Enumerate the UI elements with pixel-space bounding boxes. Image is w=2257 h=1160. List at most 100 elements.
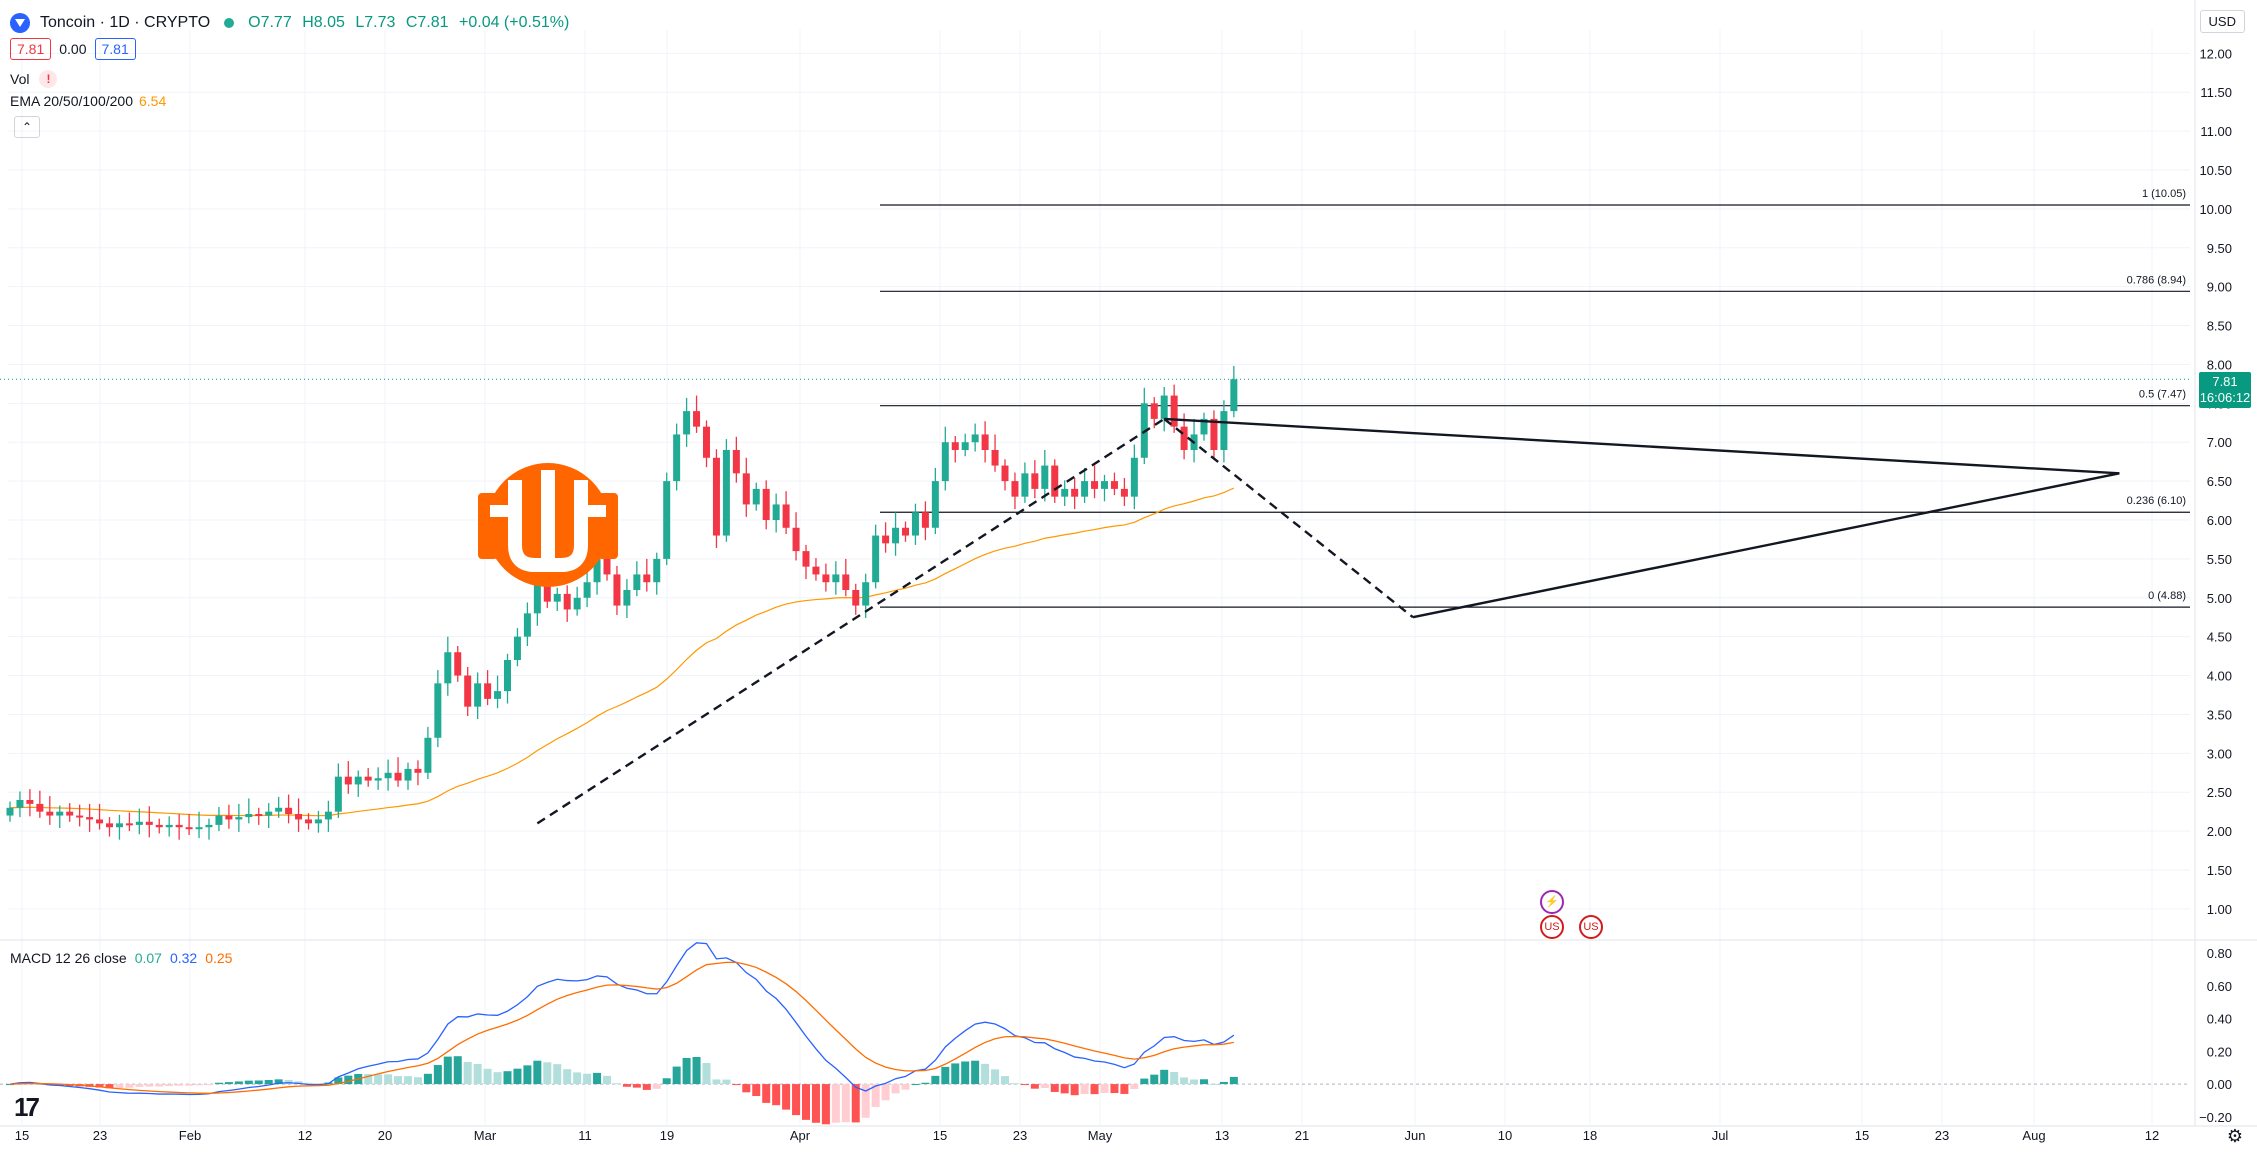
ema-legend[interactable]: EMA 20/50/100/200 6.54	[10, 93, 166, 109]
tradingview-logo[interactable]: 17	[14, 1092, 40, 1122]
y-tick-label: 10.00	[2199, 202, 2232, 217]
macd-legend[interactable]: MACD 12 26 close 0.07 0.32 0.25	[10, 950, 232, 966]
macd-histogram-bar	[145, 1084, 154, 1087]
candle-body	[464, 675, 472, 707]
macd-histogram-bar	[732, 1084, 741, 1086]
macd-tick-label: 0.40	[2207, 1012, 2232, 1027]
candle-body	[454, 652, 462, 676]
currency-selector[interactable]: USD	[2199, 10, 2245, 33]
y-tick-label: 1.50	[2207, 863, 2232, 878]
x-tick-label: 15	[15, 1128, 29, 1143]
lightning-event-icon[interactable]: ⚡	[1540, 890, 1564, 914]
change-value: +0.04 (+0.51%)	[459, 14, 570, 31]
candle-body	[752, 488, 760, 505]
candle-body	[921, 512, 929, 528]
buy-button[interactable]: 7.81	[94, 38, 136, 60]
macd-histogram-bar	[652, 1084, 661, 1089]
candle-body	[115, 823, 123, 828]
candle-body	[892, 527, 900, 544]
candle-body	[623, 590, 631, 606]
candle-body	[215, 815, 223, 825]
macd-histogram-bar	[165, 1084, 174, 1086]
macd-histogram-bar	[1040, 1084, 1049, 1089]
warning-icon[interactable]: !	[39, 70, 58, 88]
candle-body	[553, 593, 561, 602]
x-tick-label: 10	[1498, 1128, 1512, 1143]
us-flag-event-icon-2[interactable]: US	[1579, 915, 1603, 939]
chevron-up-icon[interactable]: ⌃	[14, 116, 40, 138]
macd-histogram-bar	[901, 1084, 910, 1090]
candle-body	[1150, 403, 1158, 419]
macd-histogram-bar	[155, 1084, 164, 1087]
macd-histogram-bar	[473, 1063, 482, 1085]
macd-histogram-bar	[612, 1083, 621, 1085]
ohlc-values: O7.77 H8.05 L7.73 C7.81 +0.04 (+0.51%)	[248, 14, 575, 32]
candle-body	[782, 504, 790, 528]
symbol-title[interactable]: Toncoin · 1D · CRYPTO	[40, 14, 211, 31]
fib-label: 0.5 (7.47)	[2139, 389, 2186, 401]
candle-body	[1001, 465, 1009, 482]
candle-body	[354, 776, 362, 785]
macd-histogram-bar	[1160, 1069, 1169, 1085]
volume-legend[interactable]: Vol !	[10, 70, 58, 88]
candle-body	[1230, 379, 1238, 412]
ema-label: EMA 20/50/100/200	[10, 93, 133, 109]
symbol-header[interactable]: Toncoin · 1D · CRYPTO O7.77 H8.05 L7.73 …	[10, 10, 575, 36]
x-tick-label: Jun	[1405, 1128, 1426, 1143]
candle-body	[543, 582, 551, 602]
candle-body	[334, 776, 342, 812]
macd-histogram-bar	[583, 1073, 592, 1085]
candle-body	[374, 778, 382, 781]
candle-body	[16, 800, 24, 808]
candle-body	[295, 814, 303, 820]
candle-body	[693, 411, 701, 427]
candle-body	[862, 582, 870, 606]
macd-histogram-bar	[782, 1084, 791, 1110]
y-tick-label: 2.50	[2207, 785, 2232, 800]
candle-body	[961, 442, 969, 450]
macd-histogram-bar	[214, 1082, 223, 1085]
macd-histogram-bar	[811, 1084, 820, 1123]
candle-body	[832, 574, 840, 583]
macd-histogram-bar	[234, 1081, 243, 1085]
candle-body	[1091, 481, 1099, 489]
ema-value: 6.54	[139, 93, 167, 109]
macd-histogram-bar	[553, 1064, 562, 1085]
macd-histogram-bar	[344, 1075, 353, 1085]
x-tick-label: Apr	[790, 1128, 811, 1143]
macd-histogram-bar	[752, 1084, 761, 1096]
x-tick-label: 21	[1295, 1128, 1309, 1143]
candle-body	[125, 823, 133, 826]
macd-histogram-bar	[6, 1084, 14, 1086]
candle-body	[712, 457, 720, 536]
macd-histogram-bar	[573, 1072, 582, 1085]
candle-body	[135, 821, 143, 825]
candle-body	[205, 824, 213, 828]
sell-button[interactable]: 7.81	[10, 38, 52, 60]
candle-body	[583, 582, 591, 598]
bar-countdown: 16:06:12	[2199, 390, 2251, 405]
us-flag-event-icon[interactable]: US	[1540, 915, 1564, 939]
macd-histogram-bar	[1190, 1079, 1199, 1085]
close-value: C7.81	[405, 14, 449, 31]
gear-icon[interactable]: ⚙	[2226, 1126, 2243, 1146]
low-value: L7.73	[355, 14, 396, 31]
macd-histogram-bar	[95, 1084, 104, 1088]
y-tick-label: 8.00	[2207, 357, 2232, 372]
macd-tick-label: 0.60	[2207, 979, 2232, 994]
x-tick-label: 23	[1013, 1128, 1027, 1143]
trendline-triangle-lower	[1412, 472, 2120, 619]
ema-line	[9, 487, 1235, 817]
macd-histogram-bar	[433, 1065, 442, 1085]
fib-label: 0 (4.88)	[2148, 590, 2186, 602]
x-tick-label: 12	[2145, 1128, 2159, 1143]
macd-histogram-bar	[632, 1084, 641, 1088]
candle-body	[145, 821, 153, 825]
macd-histogram-bar	[971, 1060, 980, 1085]
macd-histogram-bar	[851, 1084, 860, 1123]
candle-body	[1170, 395, 1178, 427]
candle-body	[673, 434, 681, 482]
x-tick-label: 23	[93, 1128, 107, 1143]
x-tick-label: Feb	[179, 1128, 201, 1143]
